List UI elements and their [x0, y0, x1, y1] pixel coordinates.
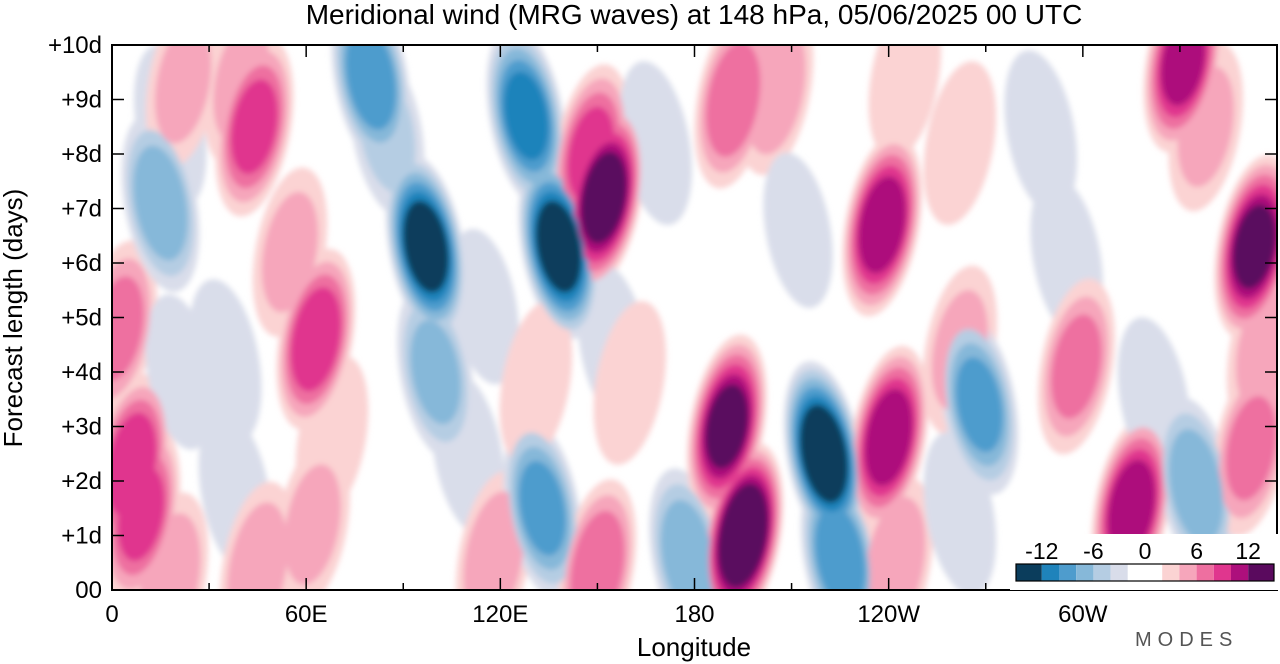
- x-tick-label: 120E: [472, 601, 528, 628]
- field-contour-52-level-2: [1051, 314, 1102, 419]
- x-tick-label: 120W: [857, 601, 920, 628]
- colorbar-swatch: [1162, 564, 1180, 581]
- field-contour-27-level-0: [499, 300, 573, 465]
- field-contour-53-level-4: [1107, 459, 1156, 557]
- colorbar-swatch: [1179, 564, 1197, 581]
- field-contour-25-level-5: [535, 200, 582, 293]
- x-axis-label: Longitude: [637, 632, 751, 662]
- colorbar-swatch: [1231, 564, 1249, 581]
- field-contour-40-level-5: [799, 404, 848, 503]
- modes-logo: MODES: [1135, 629, 1238, 651]
- colorbar-tick-label: 6: [1190, 538, 1203, 564]
- y-tick-label: +5d: [61, 305, 102, 332]
- x-tick-label: 60W: [1058, 601, 1108, 628]
- x-tick-label: 60E: [285, 601, 328, 628]
- field-contour-8-level-0: [188, 279, 262, 444]
- field-contour-5-level-2: [133, 145, 188, 261]
- y-tick-label: +1d: [61, 523, 102, 550]
- y-tick-label: +7d: [61, 196, 102, 223]
- field-contour-36-level-5: [717, 483, 769, 588]
- field-contour-11-level-3: [231, 79, 278, 175]
- field-contour-20-level-2: [410, 319, 461, 425]
- field-contour-2-level-3: [117, 466, 165, 562]
- field-contour-56-level-4: [1160, 45, 1206, 106]
- y-tick-label: +9d: [61, 87, 102, 114]
- field-contour-0-level-2: [112, 276, 144, 381]
- field-contour-17-level-3: [345, 45, 396, 130]
- chart-title: Meridional wind (MRG waves) at 148 hPa, …: [306, 0, 1083, 30]
- field-contour-7-level-1: [155, 45, 212, 144]
- colorbar-swatch: [1127, 564, 1163, 581]
- field-contour-46-level-0: [923, 61, 997, 226]
- field-contour-15-level-1: [284, 464, 341, 585]
- colorbar-swatch: [1076, 564, 1094, 581]
- field-contour-34-level-2: [660, 499, 716, 590]
- colorbar-tick-label: 0: [1139, 538, 1152, 564]
- y-axis: 00 +1d +2d +3d +4d +5d +6d +7d +8d +9d +10d: [48, 32, 1277, 604]
- y-tick-label: 00: [75, 577, 102, 604]
- field-contour-50-level-0: [1004, 50, 1078, 215]
- field-contour-26-level-3: [519, 460, 566, 556]
- y-tick-label: +3d: [61, 414, 102, 441]
- field-contour-31-level-0: [593, 300, 667, 465]
- field-contour-55-level-2: [1169, 429, 1224, 544]
- x-tick-label: 0: [105, 601, 118, 628]
- field-contour-58-level-5: [1232, 204, 1276, 289]
- colorbar-swatch: [1041, 564, 1059, 581]
- colorbar-swatch: [1093, 564, 1111, 581]
- colorbar-swatch: [1248, 564, 1274, 581]
- field-contour-59-level-2: [1226, 396, 1277, 501]
- field-contour-28-level-5: [581, 151, 627, 244]
- colorbar-tick-label: -12: [1025, 538, 1058, 564]
- field-contour-22-level-1: [463, 491, 525, 590]
- colorbar-swatch: [1059, 564, 1077, 581]
- field-contour-48-level-3: [955, 357, 1003, 453]
- colorbar-tick-label: 12: [1235, 538, 1261, 564]
- field-contour-44-level-1: [864, 496, 926, 590]
- field-contour-43-level-4: [864, 388, 913, 486]
- y-axis-label: Forecast length (days): [0, 189, 28, 448]
- wind-field: [112, 45, 1277, 590]
- field-contour-35-level-2: [706, 45, 761, 157]
- y-tick-label: +8d: [61, 141, 102, 168]
- colorbar-swatch: [1196, 564, 1214, 581]
- y-tick-label: +6d: [61, 250, 102, 277]
- colorbar-swatch: [1213, 564, 1231, 581]
- y-tick-label: +10d: [48, 32, 102, 59]
- field-contour-24-level-4: [504, 71, 549, 161]
- colorbar-legend: -12 -6 0 6 12: [1010, 534, 1278, 590]
- colorbar-frame: [1015, 563, 1275, 582]
- colorbar-swatch: [1110, 564, 1128, 581]
- x-tick-label: 180: [674, 601, 714, 628]
- y-tick-label: +4d: [61, 359, 102, 386]
- field-contour-32-level-2: [570, 510, 625, 590]
- colorbar-tick-label: -6: [1083, 538, 1103, 564]
- y-tick-label: +2d: [61, 468, 102, 495]
- field-contour-42-level-4: [858, 176, 906, 274]
- field-contour-38-level-1: [745, 45, 806, 155]
- field-contour-19-level-5: [403, 200, 449, 293]
- x-axis: 0 60E 120E 180 120W 60W: [105, 45, 1278, 628]
- field-contour-41-level-3: [815, 505, 866, 590]
- field-contour-37-level-5: [705, 384, 749, 469]
- field-contour-60-level-1: [1235, 290, 1277, 411]
- field-contour-45-level-0: [868, 45, 942, 160]
- field-contour-23-level-0: [449, 228, 519, 385]
- field-contour-39-level-0: [763, 152, 833, 308]
- field-contour-12-level-1: [227, 502, 288, 590]
- field-contour-14-level-3: [290, 287, 341, 392]
- colorbar-swatch: [1016, 564, 1042, 581]
